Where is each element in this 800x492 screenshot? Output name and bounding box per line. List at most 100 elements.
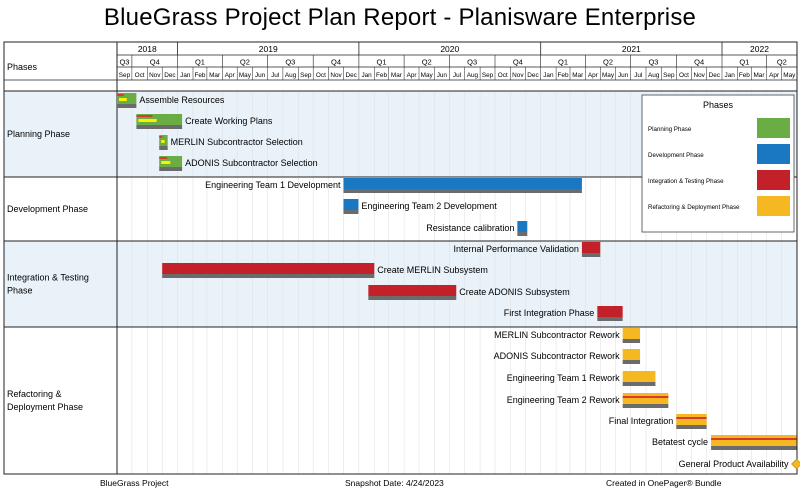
footer-project: BlueGrass Project bbox=[100, 478, 169, 488]
task-label: MERLIN Subcontractor Selection bbox=[171, 137, 303, 147]
task-bar bbox=[622, 371, 656, 382]
legend-item-label: Refactoring & Deployment Phase bbox=[648, 204, 740, 211]
quarter-label: Q3 bbox=[285, 58, 295, 67]
task-label: Create ADONIS Subsystem bbox=[459, 287, 570, 297]
month-label: Dec bbox=[164, 72, 176, 79]
quarter-label: Q3 bbox=[467, 58, 477, 67]
month-label: Nov bbox=[149, 72, 161, 79]
month-label: Oct bbox=[316, 72, 326, 79]
legend-item-label: Integration & Testing Phase bbox=[648, 178, 724, 185]
task-bar-shadow bbox=[622, 339, 641, 343]
quarter-label: Q1 bbox=[739, 58, 749, 67]
legend-title: Phases bbox=[703, 100, 734, 110]
month-label: Jun bbox=[618, 72, 629, 79]
month-label: Jun bbox=[255, 72, 266, 79]
task-bar bbox=[368, 285, 457, 296]
task-label: Engineering Team 1 Rework bbox=[507, 373, 620, 383]
month-label: Dec bbox=[709, 72, 721, 79]
legend-item-label: Development Phase bbox=[648, 152, 704, 159]
month-label: Sep bbox=[300, 72, 312, 79]
month-label: Feb bbox=[558, 72, 569, 79]
task-progress-mark bbox=[117, 94, 124, 96]
quarter-label: Q4 bbox=[150, 58, 160, 67]
task-bar-shadow bbox=[343, 189, 582, 193]
chart-frame bbox=[3, 41, 798, 475]
task-bar bbox=[517, 221, 528, 232]
task-bar bbox=[343, 199, 359, 210]
quarter-label: Q2 bbox=[240, 58, 250, 67]
month-label: Sep bbox=[119, 72, 131, 79]
task-progress-mark bbox=[138, 119, 157, 122]
task-bar-shadow bbox=[162, 274, 375, 278]
legend-item-label: Planning Phase bbox=[648, 126, 692, 133]
quarter-label: Q1 bbox=[558, 58, 568, 67]
year-label: 2018 bbox=[138, 44, 157, 54]
month-label: Jul bbox=[453, 72, 461, 79]
task-bar-shadow bbox=[622, 404, 669, 408]
month-label: Dec bbox=[527, 72, 539, 79]
month-label: Oct bbox=[135, 72, 145, 79]
month-label: Aug bbox=[467, 72, 479, 79]
quarter-label: Q2 bbox=[777, 58, 787, 67]
task-bar-shadow bbox=[343, 210, 359, 214]
task-progress-mark bbox=[161, 140, 165, 143]
phases-column-header: Phases bbox=[7, 62, 38, 72]
task-progress-mark bbox=[159, 157, 168, 159]
month-label: Sep bbox=[482, 72, 494, 79]
task-label: Resistance calibration bbox=[426, 223, 514, 233]
month-label: May bbox=[602, 72, 615, 79]
month-label: Aug bbox=[648, 72, 660, 79]
swimlane-label: Planning Phase bbox=[7, 129, 70, 139]
task-label: Engineering Team 1 Development bbox=[205, 180, 341, 190]
task-label: First Integration Phase bbox=[504, 308, 595, 318]
task-bar bbox=[622, 393, 669, 404]
month-label: Jan bbox=[725, 72, 736, 79]
month-label: Feb bbox=[376, 72, 387, 79]
task-bar bbox=[622, 328, 641, 339]
task-bar-shadow bbox=[159, 167, 183, 171]
task-label: Engineering Team 2 Rework bbox=[507, 395, 620, 405]
legend-color-swatch bbox=[757, 144, 790, 164]
task-bar bbox=[343, 178, 582, 189]
page-title: BlueGrass Project Plan Report - Planiswa… bbox=[103, 4, 697, 31]
task-label: Assemble Resources bbox=[139, 95, 225, 105]
task-bar bbox=[159, 156, 183, 167]
task-bar-shadow bbox=[676, 425, 707, 429]
task-progress-mark bbox=[161, 161, 171, 164]
month-label: Aug bbox=[285, 72, 297, 79]
task-bar-shadow bbox=[581, 253, 601, 257]
task-bar bbox=[162, 263, 375, 274]
month-label: Mar bbox=[753, 72, 765, 79]
quarter-label: Q1 bbox=[376, 58, 386, 67]
month-label: Feb bbox=[739, 72, 750, 79]
task-bar-shadow bbox=[117, 104, 137, 108]
month-label: Jul bbox=[634, 72, 642, 79]
task-bar bbox=[136, 114, 183, 125]
month-label: Oct bbox=[498, 72, 508, 79]
swimlane-background bbox=[4, 327, 797, 474]
task-bar-shadow bbox=[517, 232, 528, 236]
year-label: 2020 bbox=[440, 44, 459, 54]
footer-credit: Created in OnePager® Bundle bbox=[606, 478, 722, 488]
task-label: General Product Availability bbox=[679, 459, 789, 469]
footer-snapshot-date: Snapshot Date: 4/24/2023 bbox=[345, 478, 444, 488]
month-label: Mar bbox=[572, 72, 584, 79]
swimlane-label: Refactoring & bbox=[7, 389, 62, 399]
task-bar bbox=[622, 349, 641, 360]
task-bar-shadow bbox=[622, 382, 656, 386]
task-label: Final Integration bbox=[609, 416, 674, 426]
month-label: Jan bbox=[180, 72, 191, 79]
task-bar bbox=[711, 435, 797, 446]
task-bar-shadow bbox=[159, 146, 168, 150]
task-bar-shadow bbox=[597, 317, 623, 321]
task-label: ADONIS Subcontractor Rework bbox=[494, 351, 621, 361]
quarter-label: Q3 bbox=[648, 58, 658, 67]
swimlane-label: Integration & Testing bbox=[7, 273, 89, 283]
swimlane-label: Phase bbox=[7, 286, 33, 296]
task-label: Betatest cycle bbox=[652, 437, 708, 447]
month-label: Nov bbox=[330, 72, 342, 79]
task-bar-shadow bbox=[136, 125, 183, 129]
quarter-label: Q3 bbox=[119, 58, 129, 67]
month-label: Apr bbox=[588, 72, 599, 79]
